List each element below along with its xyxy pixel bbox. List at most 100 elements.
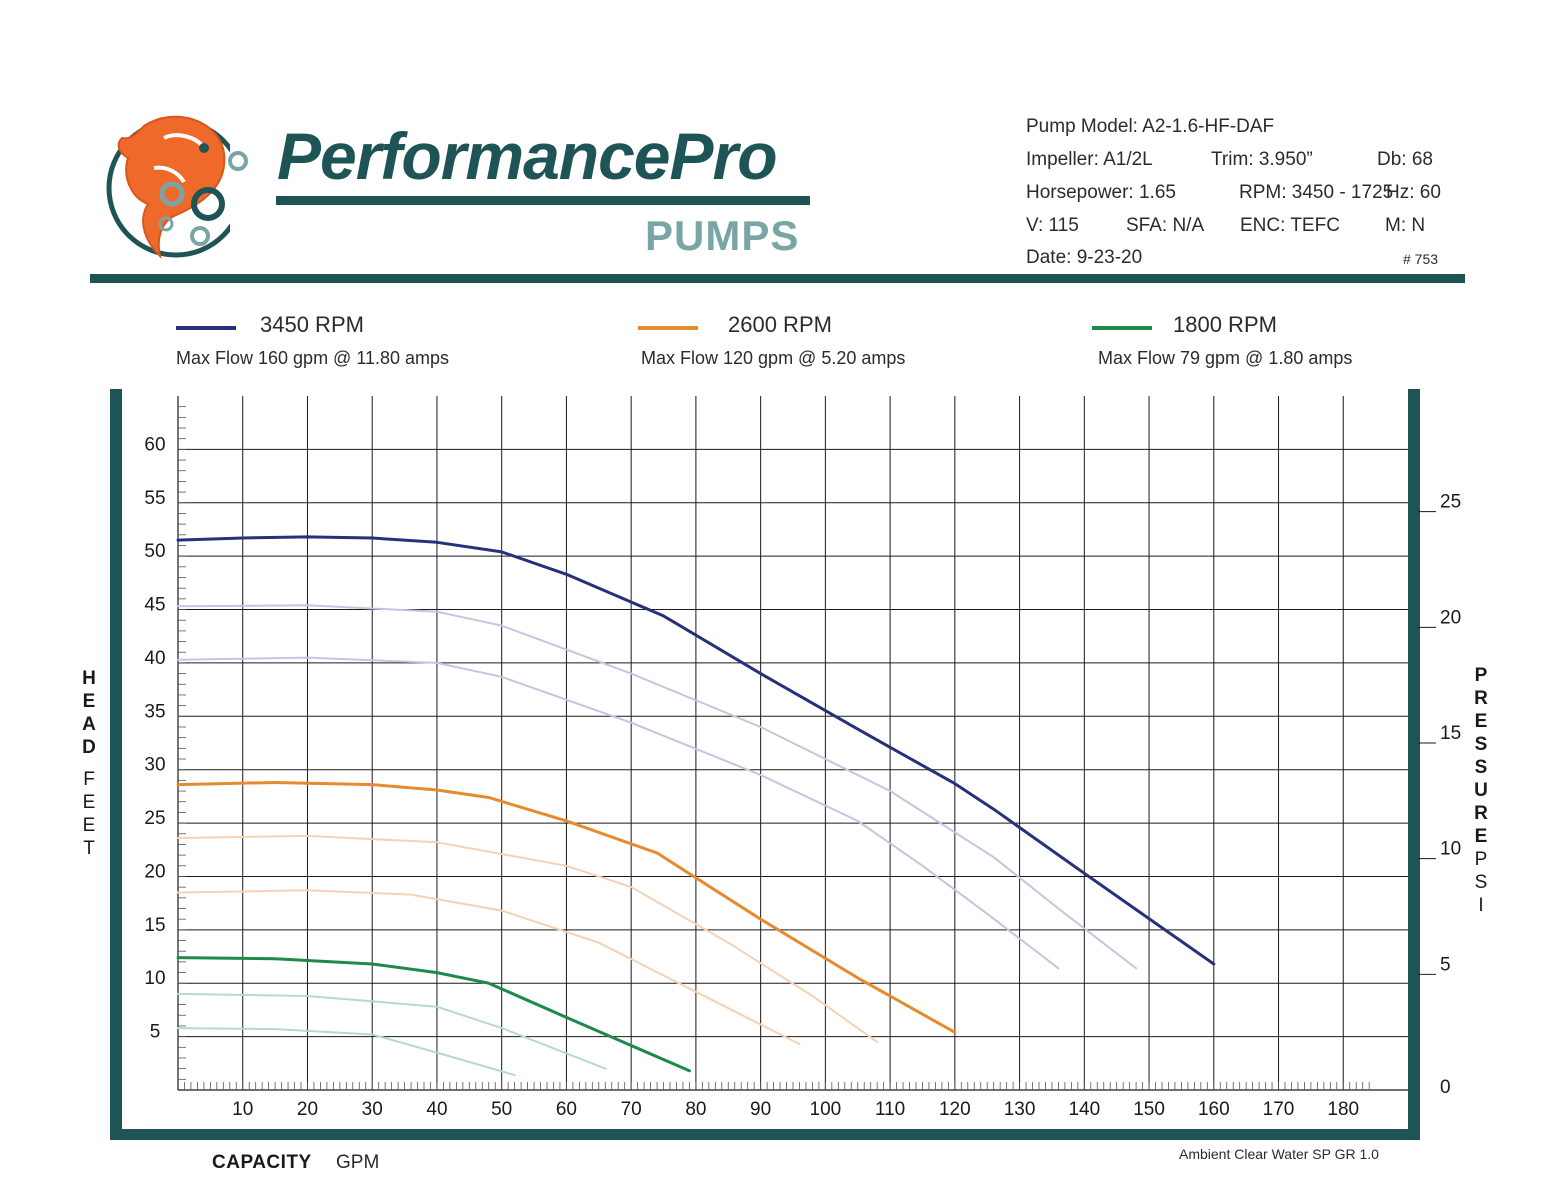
series-trim-curve [177,992,607,1070]
series-trim-curve [177,889,801,1046]
x-tick-label: 70 [621,1099,642,1120]
x-tick-label: 80 [685,1099,706,1120]
axis-letter: E [82,815,96,836]
y-tick-label: 25 [144,808,165,829]
legend-swatch-3450 [176,326,236,330]
axis-letter: H [82,668,96,689]
x-tick-label: 150 [1133,1099,1165,1120]
series-3450-rpm [176,535,1216,966]
series-trim-curve [177,1027,516,1077]
brand-name: PerformancePro [277,119,778,193]
x-tick-label: 90 [750,1099,771,1120]
spec-number: # 753 [1403,251,1439,267]
axis-letter: S [1474,872,1488,893]
y-tick-label: 40 [144,648,165,669]
x-tick-label: 110 [875,1099,905,1120]
spec-sfa: SFA: N/A [1126,215,1205,236]
y-tick-label: 60 [144,434,165,455]
axis-letter: P [1474,665,1488,686]
capacity-unit-label: GPM [336,1152,380,1173]
legend-swatch-1800 [1092,326,1152,330]
footnote: Ambient Clear Water SP GR 1.0 [1179,1146,1379,1162]
spec-db: Db: 68 [1377,149,1433,170]
y2-tick-label: 15 [1440,723,1461,744]
legend-note-2600: Max Flow 120 gpm @ 5.20 amps [641,348,906,368]
spec-voltage: V: 115 [1026,215,1079,236]
axis-letter: R [1474,803,1488,824]
brand-logo [106,115,254,260]
spec-date: Date: 9-23-20 [1026,247,1143,268]
y-tick-label: 35 [144,701,165,722]
legend-swatch-2600 [638,326,698,330]
y-tick-label: 10 [144,968,165,989]
axis-letter: S [1474,734,1488,755]
y2-tick-label: 20 [1440,607,1461,628]
y-tick-label: 20 [144,861,165,882]
y2-tick-label: 0 [1440,1077,1451,1098]
axis-letter: E [1474,826,1488,847]
spec-hz: Hz: 60 [1386,182,1441,203]
x-tick-label: 40 [426,1099,447,1120]
spec-horsepower: Horsepower: 1.65 [1026,182,1176,203]
chart-frame-left [110,389,122,1139]
x-tick-label: 10 [232,1099,253,1120]
y-tick-label: 50 [144,541,165,562]
axis-letter: E [82,792,96,813]
axis-letter: E [1474,711,1488,732]
axis-letter: R [1474,688,1488,709]
spec-model: Pump Model: A2-1.6-HF-DAF [1026,116,1275,137]
legend-note-3450: Max Flow 160 gpm @ 11.80 amps [176,348,450,368]
axis-letter: D [82,737,96,758]
x-tick-label: 100 [810,1099,842,1120]
x-tick-label: 170 [1263,1099,1295,1120]
x-tick-label: 60 [556,1099,577,1120]
y-tick-label: 45 [144,595,165,616]
x-tick-label: 160 [1198,1099,1230,1120]
y2-tick-label: 10 [1440,839,1461,860]
header-rule [90,274,1465,283]
y-tick-label: 30 [144,755,165,776]
spec-trim: Trim: 3.950” [1211,149,1313,170]
y-tick-label: 15 [144,915,165,936]
legend-label-3450: 3450 RPM [260,312,364,337]
spec-enc: ENC: TEFC [1240,215,1340,236]
y-tick-label: 55 [144,488,165,509]
y-tick-label: 5 [150,1022,161,1043]
legend-label-1800: 1800 RPM [1173,312,1277,337]
brand-sub: PUMPS [645,212,800,259]
axis-letter: E [82,691,96,712]
series-trim-curve [177,834,879,1043]
spec-impeller: Impeller: A1/2L [1026,149,1153,170]
axis-letter: T [83,838,95,859]
chart-frame-right [1408,389,1420,1139]
x-tick-label: 50 [491,1099,512,1120]
series-2600-rpm [176,781,957,1034]
x-tick-label: 140 [1068,1099,1100,1120]
spec-m: M: N [1385,215,1426,236]
axis-letter: F [83,769,95,790]
x-tick-label: 180 [1327,1099,1359,1120]
axis-letter: I [1478,895,1484,916]
axis-letter: S [1474,757,1488,778]
chart-frame-bottom [110,1129,1420,1140]
y2-tick-label: 5 [1440,954,1451,975]
series-trim-curve [177,604,1138,970]
axis-letter: U [1474,780,1488,801]
spec-rpm: RPM: 3450 - 1725 [1239,182,1394,203]
series-1800-rpm [176,956,691,1073]
legend-note-1800: Max Flow 79 gpm @ 1.80 amps [1098,348,1353,368]
legend-label-2600: 2600 RPM [728,312,832,337]
x-tick-label: 120 [939,1099,971,1120]
x-tick-label: 20 [297,1099,318,1120]
capacity-label: CAPACITY [212,1152,312,1173]
axis-letter: P [1474,849,1488,870]
series-trim-curve [177,656,1060,970]
y2-tick-label: 25 [1440,492,1461,513]
x-tick-label: 130 [1004,1099,1036,1120]
x-tick-label: 30 [362,1099,383,1120]
